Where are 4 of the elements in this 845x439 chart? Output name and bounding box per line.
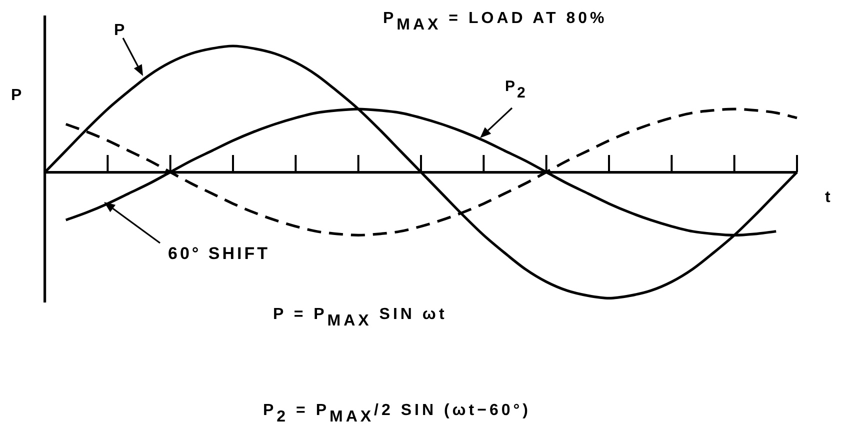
- annotation: 60° SHIFT: [168, 244, 270, 263]
- text: P: [114, 22, 128, 39]
- x-axis-title: t: [825, 189, 830, 206]
- y-axis-title: P: [11, 87, 22, 104]
